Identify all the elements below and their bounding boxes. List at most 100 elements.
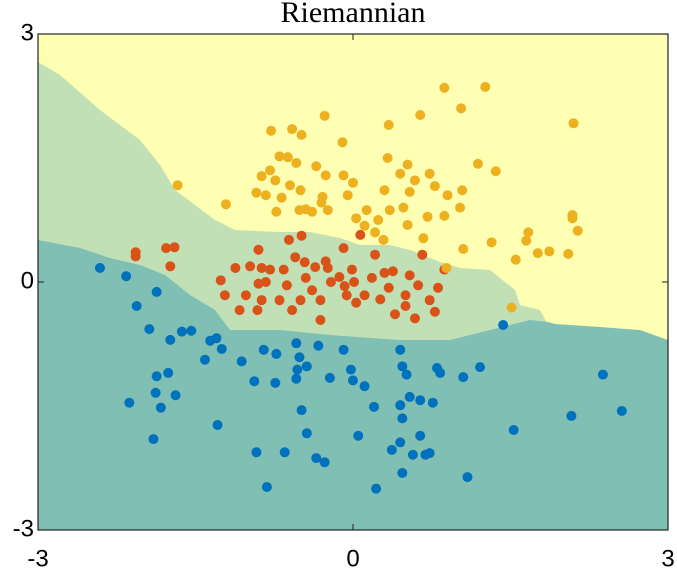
point [271, 348, 282, 359]
point [176, 326, 187, 337]
point [386, 444, 397, 455]
point [387, 266, 398, 277]
point [413, 280, 424, 291]
point [563, 248, 574, 259]
point [383, 282, 394, 293]
point [274, 151, 285, 162]
x-tick-label: -3 [27, 545, 48, 572]
point [422, 211, 433, 222]
point [435, 367, 446, 378]
chart-title: Riemannian [281, 0, 426, 29]
point [324, 372, 335, 383]
point [281, 280, 292, 291]
point [355, 229, 366, 240]
point [424, 295, 435, 306]
point [151, 371, 162, 382]
point [301, 428, 312, 439]
point [486, 237, 497, 248]
point [370, 249, 381, 260]
point [442, 190, 453, 201]
point [397, 361, 408, 372]
point [274, 295, 285, 306]
point [285, 180, 295, 191]
point [245, 261, 256, 272]
point [457, 185, 468, 196]
point [301, 361, 312, 372]
point [253, 244, 264, 255]
point [265, 165, 276, 176]
point [427, 397, 438, 408]
point [572, 225, 583, 236]
point [279, 447, 290, 458]
point [325, 277, 336, 287]
point [397, 467, 408, 478]
point [290, 252, 301, 263]
point [230, 262, 241, 273]
point [409, 175, 420, 186]
point [370, 227, 381, 238]
point [375, 294, 386, 305]
point [212, 420, 223, 431]
point [508, 424, 519, 435]
point [307, 285, 318, 296]
point [441, 262, 452, 273]
point [475, 362, 486, 373]
point [417, 249, 428, 260]
point [480, 81, 491, 92]
point [472, 158, 483, 169]
point [294, 205, 305, 216]
point [249, 376, 260, 387]
point [270, 175, 281, 186]
point [151, 286, 162, 297]
point [395, 437, 406, 448]
point [415, 395, 426, 406]
point [409, 313, 420, 324]
point [294, 352, 305, 363]
point [521, 235, 532, 246]
point [319, 110, 330, 121]
point [395, 168, 406, 179]
point [424, 448, 435, 459]
point [401, 369, 412, 380]
point [170, 390, 181, 401]
y-tick-label: 0 [21, 267, 34, 294]
point [439, 210, 450, 221]
point [371, 483, 382, 494]
point [165, 261, 176, 272]
point [299, 257, 310, 268]
point [429, 181, 440, 192]
point [404, 186, 415, 197]
point [219, 290, 230, 301]
point [568, 118, 579, 129]
point [186, 325, 197, 336]
point [216, 343, 227, 354]
point [349, 277, 360, 287]
point [276, 192, 287, 203]
point [282, 152, 293, 163]
point [379, 185, 390, 196]
point [310, 262, 321, 273]
point [498, 319, 509, 330]
point [402, 159, 413, 170]
point [322, 262, 333, 273]
point [433, 282, 444, 293]
point [291, 373, 302, 384]
point [337, 137, 348, 148]
point [155, 402, 166, 413]
point [251, 187, 262, 198]
point [390, 309, 400, 320]
point [124, 397, 135, 408]
point [320, 170, 331, 181]
point [283, 234, 294, 245]
point [295, 185, 306, 196]
point [458, 372, 469, 383]
point [490, 166, 501, 177]
point [351, 297, 362, 308]
y-tick-label: 3 [21, 19, 34, 46]
point [402, 219, 413, 230]
point [532, 248, 543, 259]
point [404, 270, 415, 281]
point [296, 230, 307, 241]
point [341, 290, 352, 301]
